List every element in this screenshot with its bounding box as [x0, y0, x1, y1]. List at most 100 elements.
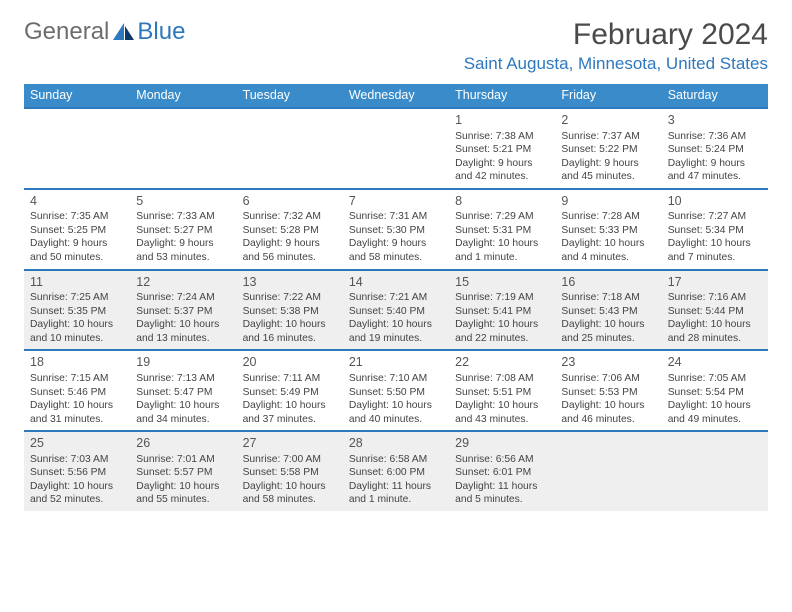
- sunrise-text: Sunrise: 7:01 AM: [136, 453, 230, 467]
- day-number: 13: [243, 274, 337, 291]
- day-number: 2: [561, 112, 655, 129]
- day-cell: 22Sunrise: 7:08 AMSunset: 5:51 PMDayligh…: [449, 351, 555, 430]
- day-cell: 20Sunrise: 7:11 AMSunset: 5:49 PMDayligh…: [237, 351, 343, 430]
- day-cell: 16Sunrise: 7:18 AMSunset: 5:43 PMDayligh…: [555, 271, 661, 350]
- sunrise-text: Sunrise: 7:32 AM: [243, 210, 337, 224]
- day-cell: 17Sunrise: 7:16 AMSunset: 5:44 PMDayligh…: [662, 271, 768, 350]
- daylight-text: Daylight: 9 hours and 50 minutes.: [30, 237, 124, 264]
- sunset-text: Sunset: 5:38 PM: [243, 305, 337, 319]
- sunset-text: Sunset: 5:44 PM: [668, 305, 762, 319]
- daylight-text: Daylight: 9 hours and 42 minutes.: [455, 157, 549, 184]
- sunset-text: Sunset: 5:37 PM: [136, 305, 230, 319]
- sunset-text: Sunset: 5:28 PM: [243, 224, 337, 238]
- sunset-text: Sunset: 5:46 PM: [30, 386, 124, 400]
- daylight-text: Daylight: 11 hours and 5 minutes.: [455, 480, 549, 507]
- day-cell: [237, 109, 343, 188]
- weekday-saturday: Saturday: [662, 84, 768, 107]
- daylight-text: Daylight: 10 hours and 28 minutes.: [668, 318, 762, 345]
- day-cell: 13Sunrise: 7:22 AMSunset: 5:38 PMDayligh…: [237, 271, 343, 350]
- day-number: 16: [561, 274, 655, 291]
- day-cell: 1Sunrise: 7:38 AMSunset: 5:21 PMDaylight…: [449, 109, 555, 188]
- sunrise-text: Sunrise: 7:27 AM: [668, 210, 762, 224]
- sunset-text: Sunset: 5:31 PM: [455, 224, 549, 238]
- daylight-text: Daylight: 10 hours and 37 minutes.: [243, 399, 337, 426]
- day-number: 20: [243, 354, 337, 371]
- day-number: 17: [668, 274, 762, 291]
- daylight-text: Daylight: 10 hours and 31 minutes.: [30, 399, 124, 426]
- sunset-text: Sunset: 5:57 PM: [136, 466, 230, 480]
- sunrise-text: Sunrise: 7:35 AM: [30, 210, 124, 224]
- sunrise-text: Sunrise: 7:06 AM: [561, 372, 655, 386]
- day-cell: 28Sunrise: 6:58 AMSunset: 6:00 PMDayligh…: [343, 432, 449, 511]
- weekday-monday: Monday: [130, 84, 236, 107]
- day-number: 8: [455, 193, 549, 210]
- day-number: 19: [136, 354, 230, 371]
- day-cell: 26Sunrise: 7:01 AMSunset: 5:57 PMDayligh…: [130, 432, 236, 511]
- sunset-text: Sunset: 6:01 PM: [455, 466, 549, 480]
- sunrise-text: Sunrise: 7:18 AM: [561, 291, 655, 305]
- daylight-text: Daylight: 10 hours and 46 minutes.: [561, 399, 655, 426]
- sunrise-text: Sunrise: 7:29 AM: [455, 210, 549, 224]
- day-cell: [555, 432, 661, 511]
- sunrise-text: Sunrise: 7:22 AM: [243, 291, 337, 305]
- daylight-text: Daylight: 9 hours and 53 minutes.: [136, 237, 230, 264]
- location-text: Saint Augusta, Minnesota, United States: [464, 54, 768, 74]
- sunset-text: Sunset: 5:54 PM: [668, 386, 762, 400]
- sunrise-text: Sunrise: 7:00 AM: [243, 453, 337, 467]
- calendar-row: 4Sunrise: 7:35 AMSunset: 5:25 PMDaylight…: [24, 188, 768, 269]
- sunrise-text: Sunrise: 7:19 AM: [455, 291, 549, 305]
- daylight-text: Daylight: 9 hours and 47 minutes.: [668, 157, 762, 184]
- day-number: 21: [349, 354, 443, 371]
- daylight-text: Daylight: 10 hours and 4 minutes.: [561, 237, 655, 264]
- month-title: February 2024: [464, 18, 768, 52]
- day-cell: 9Sunrise: 7:28 AMSunset: 5:33 PMDaylight…: [555, 190, 661, 269]
- daylight-text: Daylight: 10 hours and 58 minutes.: [243, 480, 337, 507]
- sunset-text: Sunset: 5:30 PM: [349, 224, 443, 238]
- day-number: 29: [455, 435, 549, 452]
- sunset-text: Sunset: 5:58 PM: [243, 466, 337, 480]
- day-number: 3: [668, 112, 762, 129]
- calendar-row: 11Sunrise: 7:25 AMSunset: 5:35 PMDayligh…: [24, 269, 768, 350]
- day-cell: 15Sunrise: 7:19 AMSunset: 5:41 PMDayligh…: [449, 271, 555, 350]
- day-number: 14: [349, 274, 443, 291]
- calendar-grid: Sunday Monday Tuesday Wednesday Thursday…: [24, 84, 768, 511]
- daylight-text: Daylight: 9 hours and 58 minutes.: [349, 237, 443, 264]
- day-number: 25: [30, 435, 124, 452]
- sunrise-text: Sunrise: 7:24 AM: [136, 291, 230, 305]
- sunrise-text: Sunrise: 7:13 AM: [136, 372, 230, 386]
- day-number: 4: [30, 193, 124, 210]
- sunset-text: Sunset: 5:24 PM: [668, 143, 762, 157]
- weekday-friday: Friday: [555, 84, 661, 107]
- day-number: 1: [455, 112, 549, 129]
- sunrise-text: Sunrise: 7:10 AM: [349, 372, 443, 386]
- sunrise-text: Sunrise: 7:31 AM: [349, 210, 443, 224]
- daylight-text: Daylight: 10 hours and 43 minutes.: [455, 399, 549, 426]
- weekday-header-row: Sunday Monday Tuesday Wednesday Thursday…: [24, 84, 768, 107]
- logo-word-general: General: [24, 18, 109, 46]
- sunset-text: Sunset: 5:51 PM: [455, 386, 549, 400]
- daylight-text: Daylight: 10 hours and 16 minutes.: [243, 318, 337, 345]
- sunrise-text: Sunrise: 7:36 AM: [668, 130, 762, 144]
- day-cell: [130, 109, 236, 188]
- sunset-text: Sunset: 5:34 PM: [668, 224, 762, 238]
- daylight-text: Daylight: 10 hours and 52 minutes.: [30, 480, 124, 507]
- sunrise-text: Sunrise: 6:56 AM: [455, 453, 549, 467]
- grid-body: 1Sunrise: 7:38 AMSunset: 5:21 PMDaylight…: [24, 107, 768, 511]
- sunset-text: Sunset: 5:33 PM: [561, 224, 655, 238]
- day-cell: 3Sunrise: 7:36 AMSunset: 5:24 PMDaylight…: [662, 109, 768, 188]
- sunrise-text: Sunrise: 7:16 AM: [668, 291, 762, 305]
- sunrise-text: Sunrise: 7:21 AM: [349, 291, 443, 305]
- sunrise-text: Sunrise: 7:15 AM: [30, 372, 124, 386]
- day-number: 12: [136, 274, 230, 291]
- day-cell: 2Sunrise: 7:37 AMSunset: 5:22 PMDaylight…: [555, 109, 661, 188]
- day-cell: 18Sunrise: 7:15 AMSunset: 5:46 PMDayligh…: [24, 351, 130, 430]
- sunrise-text: Sunrise: 7:37 AM: [561, 130, 655, 144]
- day-cell: 8Sunrise: 7:29 AMSunset: 5:31 PMDaylight…: [449, 190, 555, 269]
- day-cell: [24, 109, 130, 188]
- day-cell: 27Sunrise: 7:00 AMSunset: 5:58 PMDayligh…: [237, 432, 343, 511]
- day-cell: 19Sunrise: 7:13 AMSunset: 5:47 PMDayligh…: [130, 351, 236, 430]
- calendar-row: 25Sunrise: 7:03 AMSunset: 5:56 PMDayligh…: [24, 430, 768, 511]
- sunrise-text: Sunrise: 7:05 AM: [668, 372, 762, 386]
- sunrise-text: Sunrise: 7:33 AM: [136, 210, 230, 224]
- day-number: 7: [349, 193, 443, 210]
